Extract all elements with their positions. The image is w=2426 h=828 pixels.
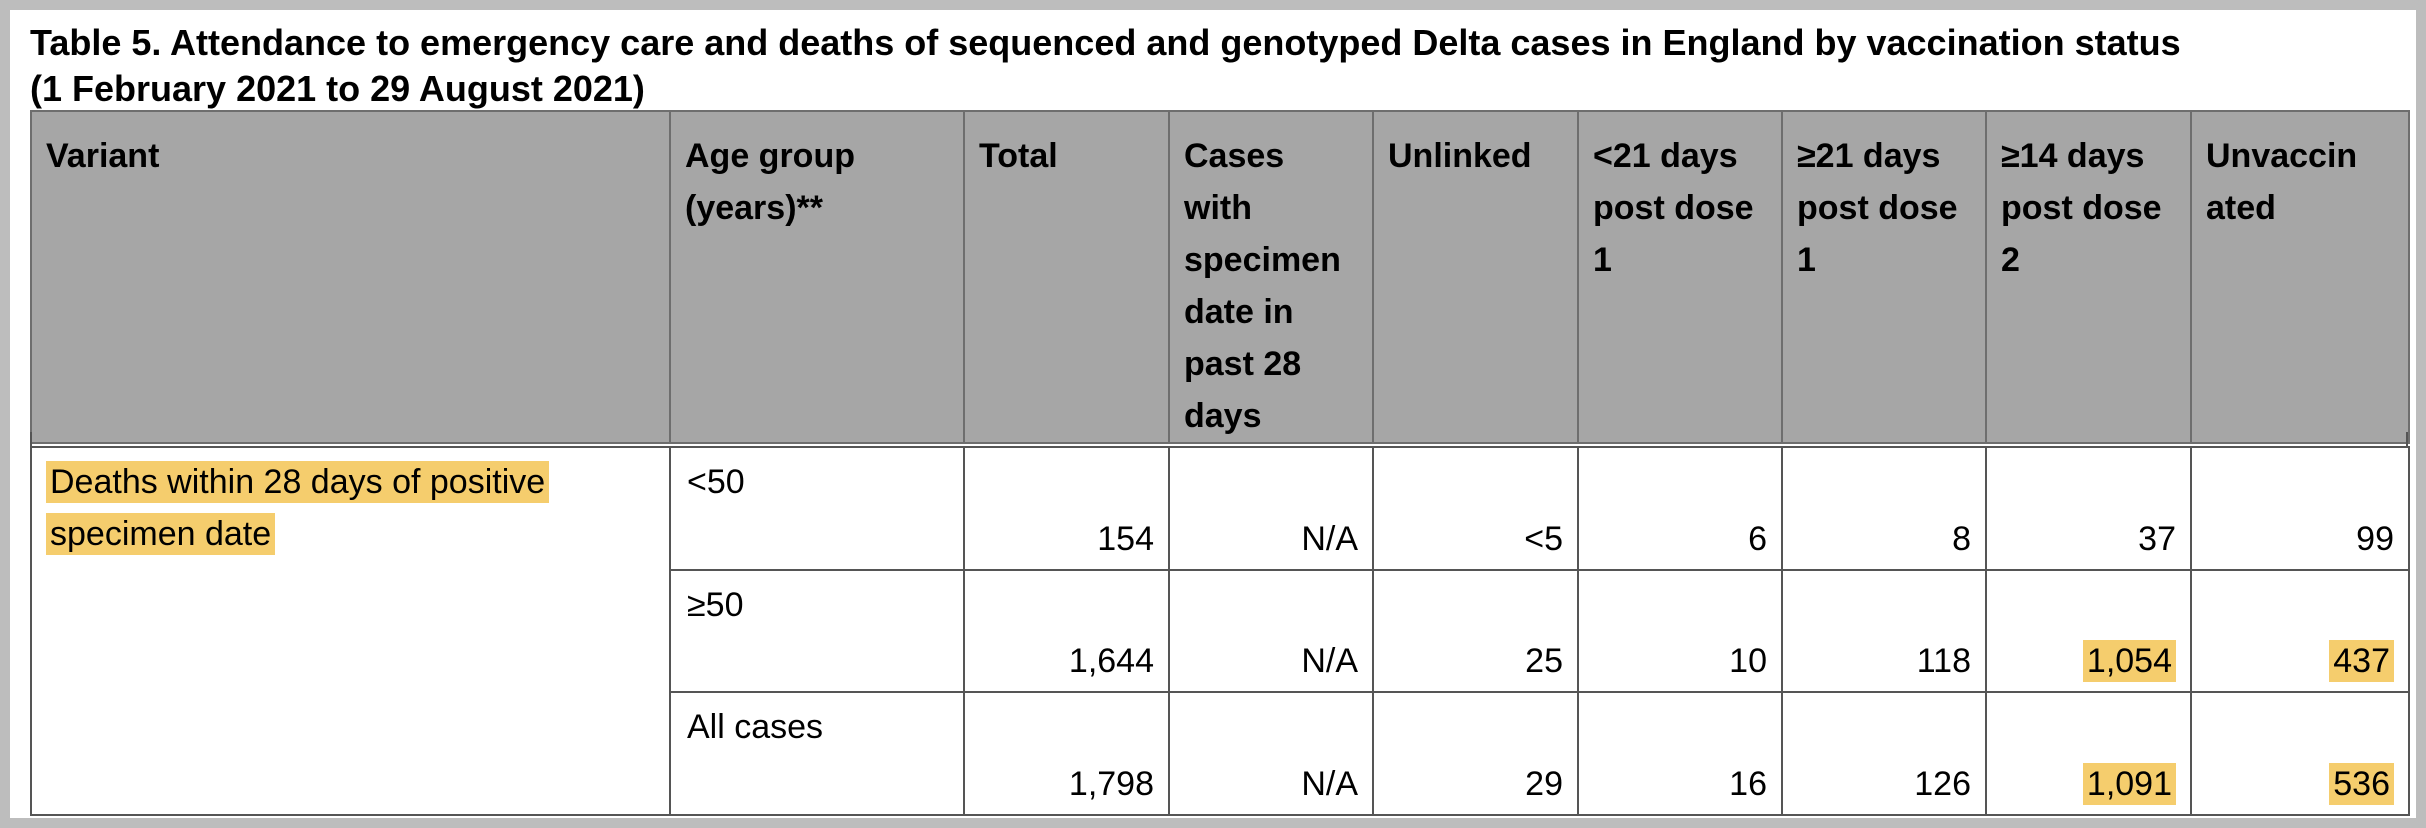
document-page: Table 5. Attendance to emergency care an…	[10, 10, 2416, 818]
age-group-cell: All cases	[669, 691, 965, 816]
header-ge14-days-dose2: ≥14 days post dose 2	[1985, 110, 2192, 444]
lt21-cell: 16	[1577, 691, 1783, 816]
unlinked-cell: 25	[1372, 568, 1579, 694]
ge21-cell: 126	[1781, 691, 1987, 816]
table-row: ≥50 1,644 N/A 25 10 118 1,054 437	[31, 568, 2410, 694]
table-body: Deaths within 28 days of positive specim…	[30, 446, 2410, 816]
total-cell: 1,798	[963, 691, 1170, 816]
header-unvaccinated: Unvaccin ated	[2190, 110, 2410, 444]
table-gap	[30, 432, 2408, 446]
table-row: Deaths within 28 days of positive specim…	[30, 446, 2410, 816]
unlinked-cell: 29	[1372, 691, 1579, 816]
unlinked-cell: <5	[1372, 446, 1579, 571]
lt21-cell: 6	[1577, 446, 1783, 571]
header-total: Total	[963, 110, 1170, 444]
header-age-group: Age group (years)**	[669, 110, 965, 444]
header-variant: Variant	[30, 110, 671, 444]
header-lt21-days-dose1: <21 days post dose 1	[1577, 110, 1783, 444]
total-cell: 1,644	[963, 568, 1170, 694]
unvaccinated-cell: 437	[2190, 568, 2410, 694]
ge21-cell: 8	[1781, 446, 1987, 571]
past28-cell: N/A	[1168, 691, 1374, 816]
caption-line-1: Table 5. Attendance to emergency care an…	[30, 22, 2181, 63]
age-group-cell: <50	[669, 446, 965, 571]
variant-label: Deaths within 28 days of positive specim…	[46, 461, 550, 555]
caption-line-2: (1 February 2021 to 29 August 2021)	[30, 68, 645, 109]
ge14-cell: 1,054	[1985, 568, 2192, 694]
unvaccinated-value-highlighted: 536	[2329, 763, 2394, 805]
header-ge21-days-dose1: ≥21 days post dose 1	[1781, 110, 1987, 444]
ge14-value-highlighted: 1,054	[2082, 640, 2176, 683]
age-group-cell: ≥50	[669, 568, 965, 694]
ge21-cell: 118	[1781, 568, 1987, 694]
unvaccinated-cell: 99	[2190, 446, 2410, 571]
table-caption: Table 5. Attendance to emergency care an…	[30, 20, 2410, 112]
unvaccinated-cell: 536	[2190, 691, 2410, 816]
ge14-cell: 1,091	[1985, 691, 2192, 816]
past28-cell: N/A	[1168, 446, 1374, 571]
header-cases-past-28-days: Cases with specimen date in past 28 days	[1168, 110, 1374, 444]
unvaccinated-value-highlighted: 437	[2329, 640, 2394, 683]
total-cell: 154	[963, 446, 1170, 571]
ge14-value-highlighted: 1,091	[2082, 763, 2176, 805]
table-row: All cases 1,798 N/A 29 16 126 1,091 536	[31, 691, 2410, 816]
lt21-cell: 10	[1577, 568, 1783, 694]
variant-cell: Deaths within 28 days of positive specim…	[30, 446, 671, 816]
ge14-cell: 37	[1985, 446, 2192, 571]
past28-cell: N/A	[1168, 568, 1374, 694]
header-unlinked: Unlinked	[1372, 110, 1579, 444]
table-header: Variant Age group (years)** Total Cases …	[30, 110, 2410, 444]
